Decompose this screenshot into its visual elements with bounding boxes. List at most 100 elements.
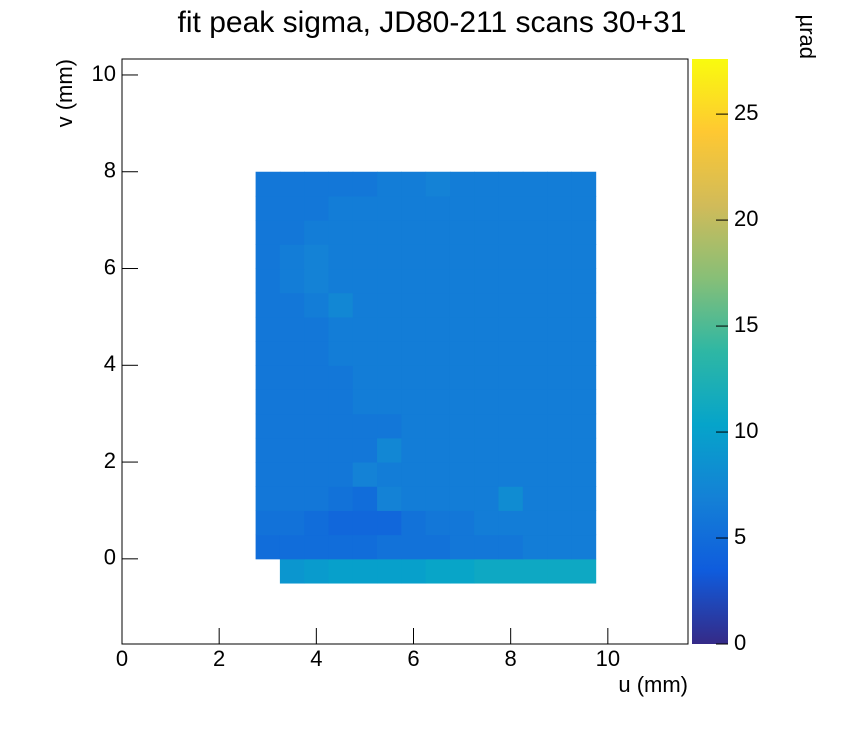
heatmap-cell bbox=[401, 220, 427, 245]
heatmap-cell bbox=[449, 534, 475, 560]
heatmap-cell bbox=[255, 292, 281, 318]
heatmap-cell bbox=[449, 486, 475, 511]
heatmap-cell bbox=[571, 220, 597, 245]
heatmap-cell bbox=[401, 558, 427, 584]
heatmap-cell bbox=[571, 413, 597, 439]
heatmap-cell bbox=[522, 268, 548, 294]
heatmap-cell bbox=[255, 389, 281, 415]
colorbar-label: µrad bbox=[795, 15, 820, 59]
heatmap-cell bbox=[498, 486, 524, 511]
heatmap-cell bbox=[449, 171, 475, 197]
colorbar-tick-label: 0 bbox=[734, 630, 746, 655]
heatmap-cell bbox=[474, 365, 500, 390]
heatmap-cell bbox=[352, 510, 378, 536]
heatmap-cell bbox=[304, 462, 329, 487]
heatmap-cell bbox=[474, 486, 500, 511]
heatmap-cell bbox=[401, 413, 427, 439]
heatmap-cell bbox=[377, 244, 402, 270]
heatmap-cell bbox=[425, 486, 451, 511]
heatmap-cell bbox=[328, 389, 354, 415]
heatmap-cell bbox=[474, 558, 500, 584]
heatmap-cell bbox=[498, 341, 524, 366]
heatmap-cell bbox=[425, 341, 451, 366]
heatmap-cell bbox=[304, 341, 329, 366]
heatmap-cell bbox=[401, 462, 427, 487]
heatmap-cell bbox=[449, 558, 475, 584]
heatmap-cell bbox=[304, 292, 329, 318]
heatmap-cell bbox=[377, 268, 402, 294]
heatmap-cell bbox=[474, 195, 500, 221]
heatmap-cell bbox=[304, 195, 329, 221]
heatmap-cell bbox=[547, 510, 572, 536]
heatmap-cell bbox=[304, 510, 329, 536]
y-tick-label: 2 bbox=[104, 448, 116, 473]
plot-frame bbox=[121, 58, 689, 645]
heatmap-cell bbox=[279, 558, 305, 584]
heatmap-cell bbox=[328, 558, 354, 584]
heatmap-cell bbox=[449, 413, 475, 439]
heatmap-cell bbox=[498, 220, 524, 245]
heatmap-cell bbox=[352, 389, 378, 415]
heatmap-cell bbox=[449, 365, 475, 390]
heatmap-cell bbox=[498, 558, 524, 584]
heatmap-cell bbox=[571, 292, 597, 318]
heatmap-cell bbox=[425, 534, 451, 560]
heatmap-cell bbox=[571, 389, 597, 415]
heatmap-cell bbox=[449, 510, 475, 536]
heatmap-cell bbox=[522, 171, 548, 197]
heatmap-cell bbox=[571, 195, 597, 221]
heatmap-cell bbox=[377, 171, 402, 197]
heatmap-cell bbox=[352, 220, 378, 245]
heatmap-cell bbox=[571, 341, 597, 366]
heatmap-cell bbox=[474, 534, 500, 560]
heatmap-cell bbox=[547, 244, 572, 270]
heatmap-cell bbox=[279, 486, 305, 511]
heatmap-cell bbox=[522, 437, 548, 463]
heatmap-cell bbox=[474, 341, 500, 366]
heatmap-cell bbox=[279, 365, 305, 390]
colorbar-tick-label: 20 bbox=[734, 206, 758, 231]
chart-title: fit peak sigma, JD80-211 scans 30+31 bbox=[178, 6, 687, 39]
heatmap-cell bbox=[547, 389, 572, 415]
heatmap-cell bbox=[255, 534, 281, 560]
heatmap-cell bbox=[522, 341, 548, 366]
heatmap-cell bbox=[474, 389, 500, 415]
heatmap-cell bbox=[547, 486, 572, 511]
heatmap-cell bbox=[328, 316, 354, 342]
y-tick-label: 4 bbox=[104, 351, 116, 376]
colorbar-tick-label: 5 bbox=[734, 524, 746, 549]
heatmap-cell bbox=[352, 486, 378, 511]
heatmap-cell bbox=[449, 244, 475, 270]
heatmap-cell bbox=[547, 341, 572, 366]
heatmap-cell bbox=[304, 534, 329, 560]
heatmap-cell bbox=[547, 534, 572, 560]
heatmap-cell bbox=[279, 437, 305, 463]
heatmap-cell bbox=[425, 510, 451, 536]
x-tick-label: 6 bbox=[407, 646, 419, 671]
heatmap-cell bbox=[474, 413, 500, 439]
heatmap-cell bbox=[328, 244, 354, 270]
heatmap-cell bbox=[498, 510, 524, 536]
heatmap-cell bbox=[474, 437, 500, 463]
heatmap-cell bbox=[522, 389, 548, 415]
colorbar-tick-label: 15 bbox=[734, 312, 758, 337]
heatmap-cell bbox=[352, 534, 378, 560]
heatmap-cell bbox=[401, 365, 427, 390]
heatmap-cell bbox=[255, 486, 281, 511]
heatmap-cell bbox=[522, 486, 548, 511]
heatmap-cell bbox=[547, 413, 572, 439]
heatmap-cell bbox=[304, 389, 329, 415]
heatmap-cell bbox=[522, 195, 548, 221]
heatmap-cell bbox=[425, 365, 451, 390]
heatmap-cell bbox=[328, 413, 354, 439]
heatmap-cell bbox=[547, 316, 572, 342]
heatmap-cell bbox=[425, 268, 451, 294]
heatmap-cell bbox=[352, 413, 378, 439]
heatmap-cell bbox=[474, 220, 500, 245]
heatmap-cell bbox=[571, 534, 597, 560]
heatmap-cell bbox=[255, 437, 281, 463]
heatmap-cell bbox=[401, 171, 427, 197]
heatmap-cell bbox=[352, 558, 378, 584]
colorbar-tick-label: 25 bbox=[734, 100, 758, 125]
